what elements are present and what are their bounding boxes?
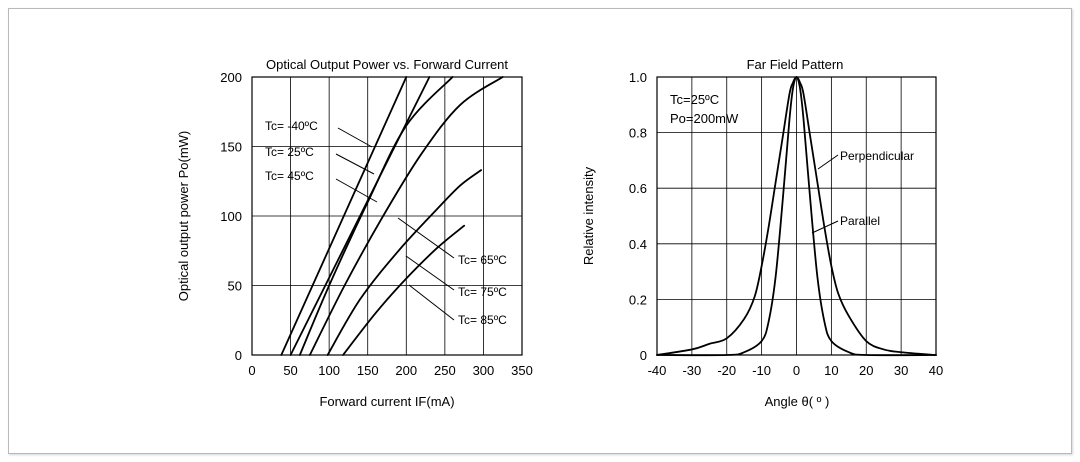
annotation-tc-85: Tc= 85ºC [458, 313, 507, 327]
x-tick-label: 0 [248, 363, 255, 378]
x-tick-label: 30 [894, 363, 908, 378]
y-tick-label: 1.0 [629, 70, 647, 85]
y-axis-label: Relative intensity [581, 166, 596, 265]
leader-line [408, 284, 455, 321]
plot-border [656, 76, 937, 356]
x-tick-label: 200 [395, 363, 417, 378]
tick-labels: -40 -30 -20 -10 0 10 20 30 40 0 0.2 0.4 0.6 0.8 1.0 [629, 70, 943, 378]
x-axis-label: Forward current IF(mA) [319, 394, 454, 409]
y-tick-label: 100 [220, 209, 242, 224]
chart-title: Optical Output Power vs. Forward Current [266, 57, 508, 72]
annotation-parallel: Parallel [840, 214, 880, 228]
leader-line [335, 178, 378, 203]
y-tick-label: 50 [228, 279, 242, 294]
condition-tc: Tc=25ºC [670, 92, 719, 107]
x-tick-label: 250 [434, 363, 456, 378]
annotations: Perpendicular Parallel [811, 149, 914, 234]
leader-line [817, 154, 839, 170]
x-tick-label: -40 [648, 363, 667, 378]
x-tick-label: 0 [793, 363, 800, 378]
x-tick-label: 50 [283, 363, 297, 378]
annotation-tc-75: Tc= 75ºC [458, 285, 507, 299]
series-line-2 [298, 76, 454, 356]
x-tick-label: 300 [473, 363, 495, 378]
plot-border [251, 76, 523, 356]
x-tick-label: 350 [511, 363, 533, 378]
y-tick-label: 150 [220, 140, 242, 155]
y-tick-label: 0.2 [629, 292, 647, 307]
annotation-tc-25: Tc= 25ºC [265, 145, 314, 159]
annotation-perpendicular: Perpendicular [840, 149, 914, 163]
series-line-0 [280, 76, 408, 356]
series-line-1 [289, 76, 431, 356]
annotations: Tc= -40ºC Tc= 25ºC Tc= 45ºC Tc= 65ºC Tc=… [265, 119, 507, 327]
annotation-tc-45: Tc= 45ºC [265, 169, 314, 183]
tick-labels: 0 50 100 150 200 250 300 350 0 50 100 150 200 [220, 70, 533, 378]
x-tick-label: 10 [824, 363, 838, 378]
annotation-tc-minus40: Tc= -40ºC [265, 119, 318, 133]
leader-line [405, 255, 455, 291]
leader-line [335, 153, 375, 175]
chart-title: Far Field Pattern [747, 57, 844, 72]
series-line-5 [342, 224, 466, 356]
y-tick-label: 0 [235, 348, 242, 363]
x-tick-label: 20 [859, 363, 873, 378]
x-axis-label: Angle θ( º ) [765, 394, 830, 409]
series-line-3 [308, 76, 504, 356]
annotation-tc-65: Tc= 65ºC [458, 253, 507, 267]
condition-po: Po=200mW [670, 111, 739, 126]
y-tick-label: 0.6 [629, 181, 647, 196]
figure-frame [8, 8, 1072, 454]
x-tick-label: -10 [752, 363, 771, 378]
y-axis-label: Optical output power Po(mW) [176, 131, 191, 302]
x-tick-label: 150 [357, 363, 379, 378]
y-tick-label: 200 [220, 70, 242, 85]
y-tick-label: 0.8 [629, 126, 647, 141]
x-tick-label: 40 [929, 363, 943, 378]
y-tick-label: 0.4 [629, 237, 647, 252]
leader-line [397, 217, 455, 259]
x-tick-label: -30 [682, 363, 701, 378]
leader-line [337, 127, 373, 148]
conditions: Tc=25ºC Po=200mW [670, 92, 739, 126]
x-tick-label: -20 [717, 363, 736, 378]
x-tick-label: 100 [318, 363, 340, 378]
leader-line [811, 220, 839, 234]
y-tick-label: 0 [640, 348, 647, 363]
